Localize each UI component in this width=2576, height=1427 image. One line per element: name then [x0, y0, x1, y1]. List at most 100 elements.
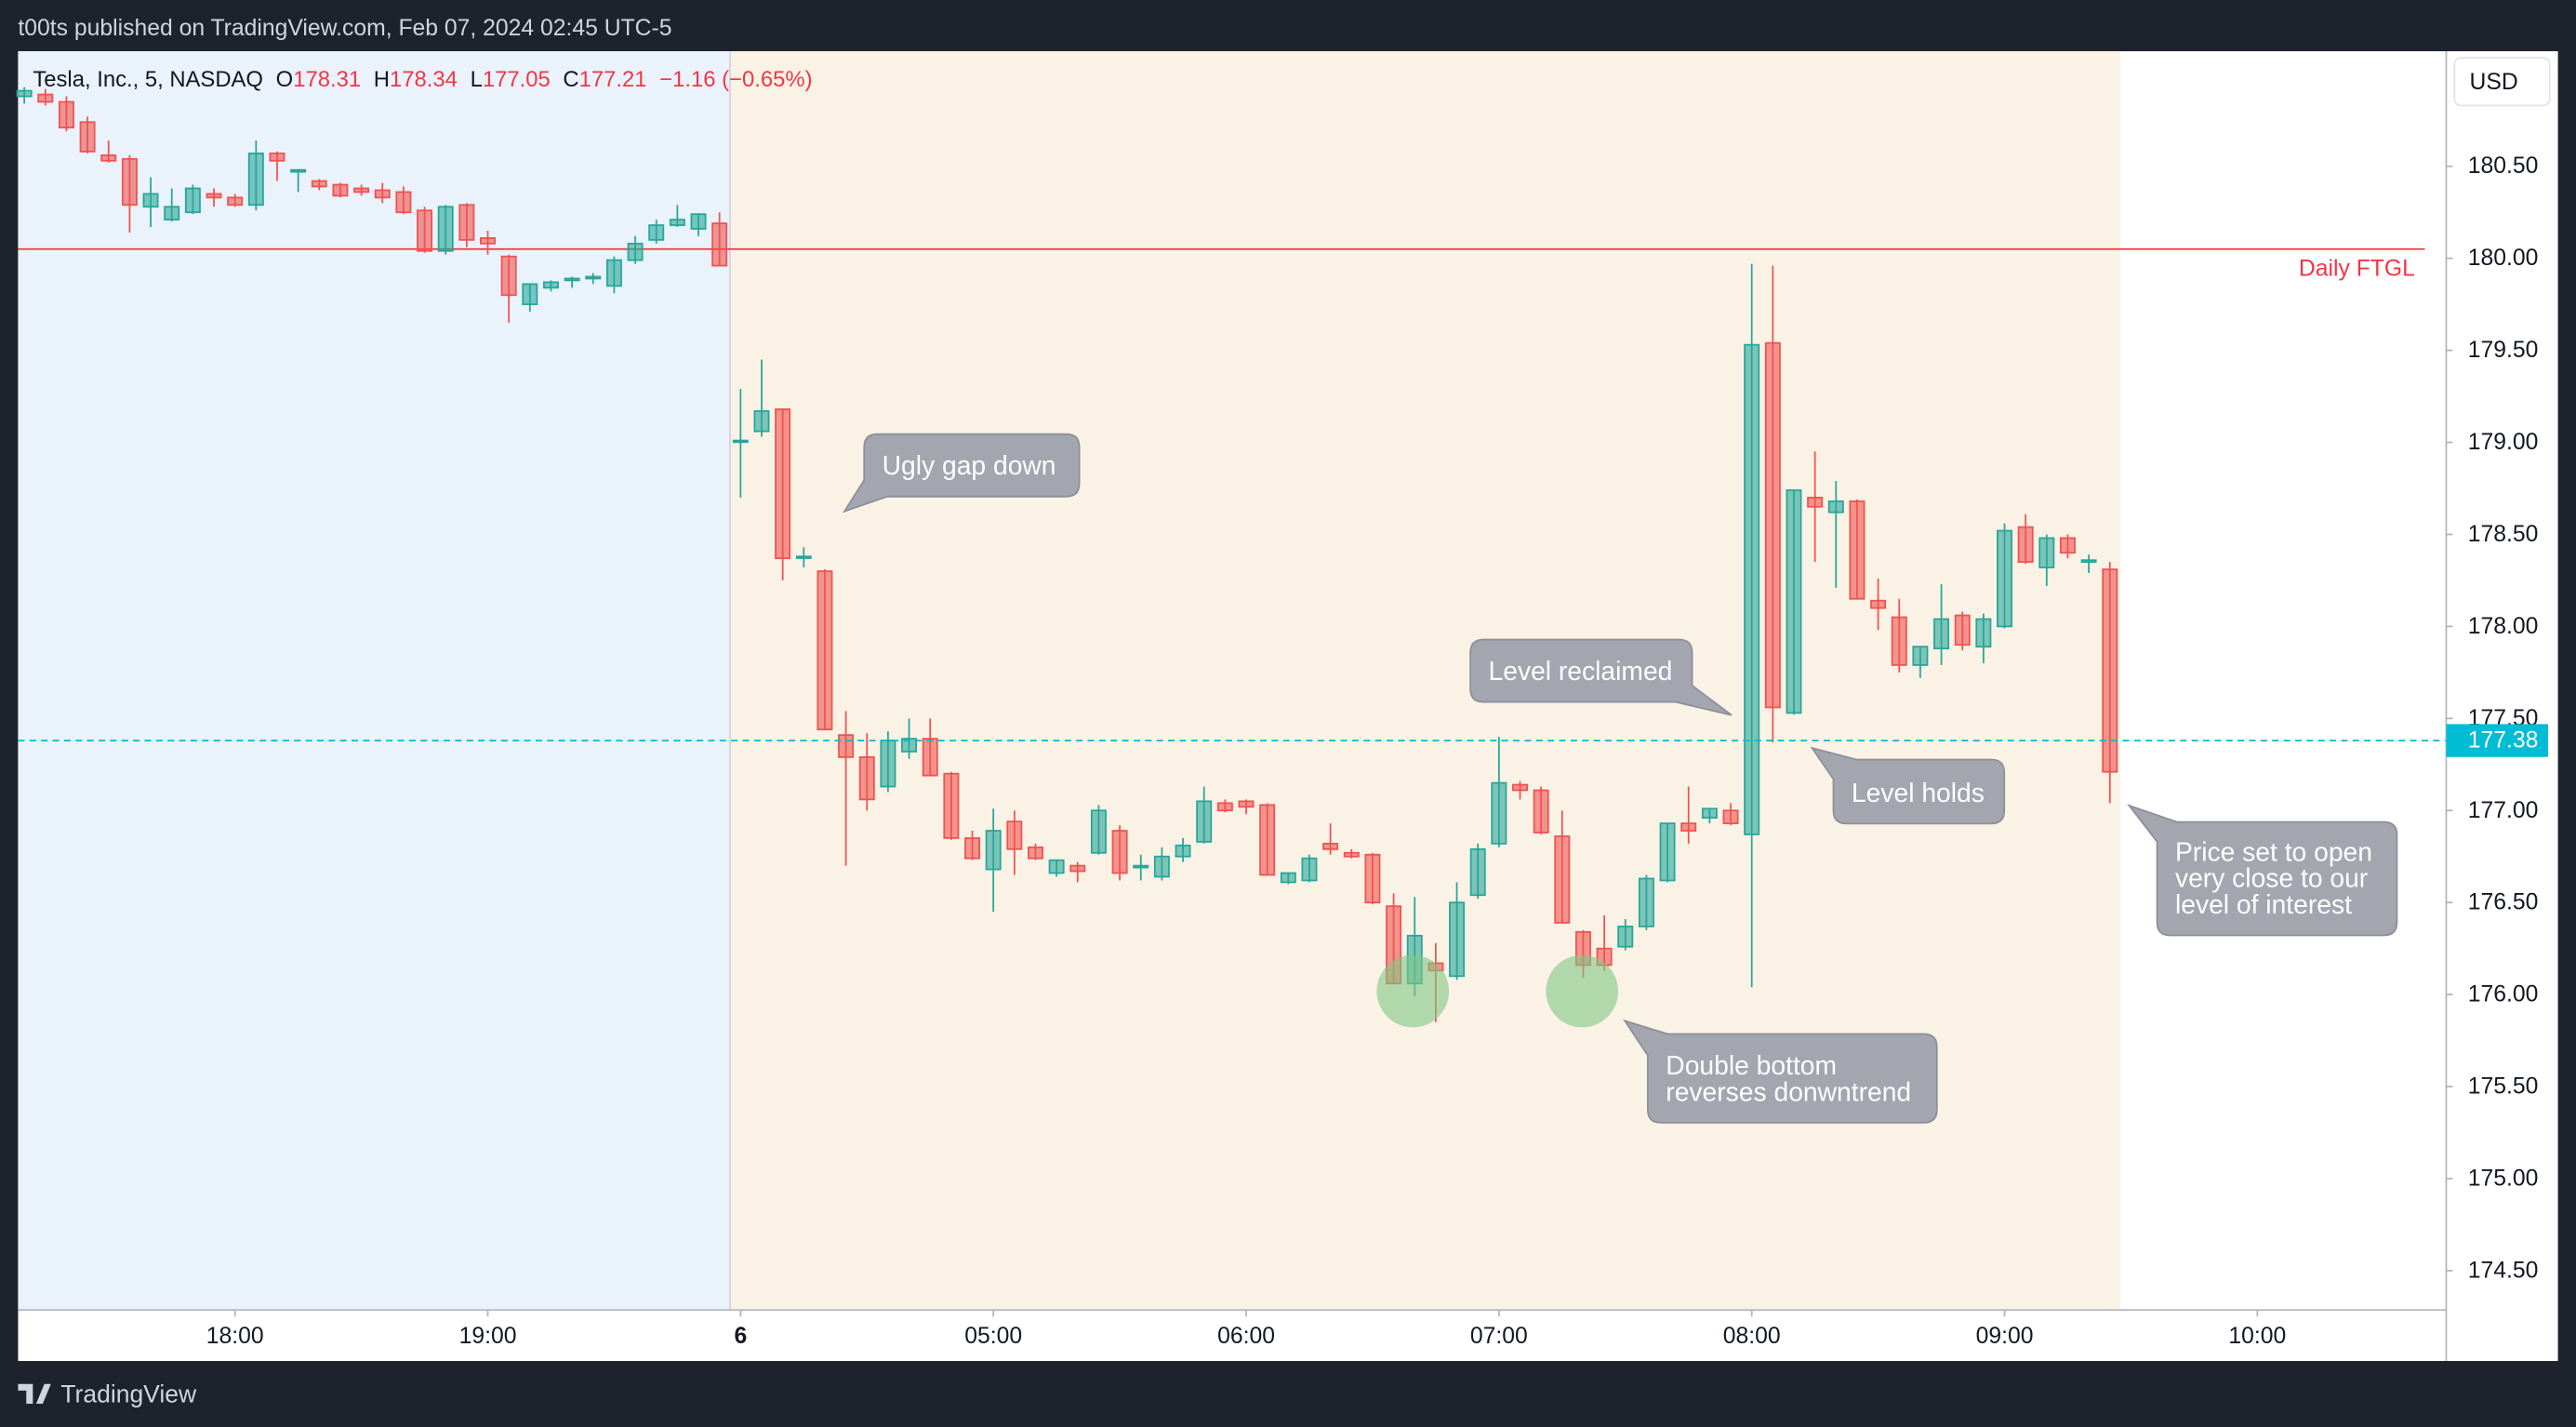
callout-text: reverses donwntrend: [1666, 1076, 1911, 1106]
candle-body: [732, 439, 749, 444]
candle-body: [1259, 804, 1276, 876]
candle-body: [901, 738, 918, 753]
candle-body: [247, 152, 264, 207]
x-tick-label: 18:00: [206, 1324, 264, 1349]
x-tick-label: 06:00: [1217, 1324, 1275, 1349]
candle-body: [1638, 877, 1654, 927]
candle-body: [58, 100, 74, 129]
candle-body: [1722, 809, 1739, 824]
x-tick-label: 09:00: [1976, 1324, 2034, 1349]
callout-text: Ugly gap down: [883, 450, 1056, 480]
candle-body: [2102, 568, 2118, 773]
candle-body: [1891, 616, 1907, 666]
legend-change-pct: (−0.65%): [722, 67, 812, 92]
legend-high: 178.34: [390, 67, 458, 92]
y-tick-label: 178.00: [2468, 614, 2539, 639]
callout-text: very close to our: [2175, 863, 2368, 893]
callout-text: Price set to open: [2175, 836, 2372, 866]
candle-body: [1659, 822, 1676, 882]
candle-body: [1069, 864, 1086, 873]
price-tag-label: 177.38: [2468, 728, 2539, 754]
candle-body: [2080, 559, 2097, 564]
candle-body: [1469, 847, 1486, 897]
y-tick-label: 175.50: [2468, 1074, 2539, 1100]
candle-body: [1111, 830, 1128, 874]
candle-body: [227, 196, 244, 207]
legend-h: H: [374, 67, 390, 92]
legend-l: L: [471, 67, 483, 92]
candle-body: [880, 740, 896, 788]
brand: TradingView: [18, 1380, 197, 1407]
candle-body: [480, 237, 496, 245]
currency-label[interactable]: USD: [2470, 70, 2518, 95]
candle-body: [1786, 489, 1802, 714]
x-tick-label: 08:00: [1723, 1324, 1781, 1349]
candle-body: [37, 93, 54, 103]
callout: [1623, 1019, 1938, 1124]
y-tick-label: 174.50: [2468, 1258, 2539, 1283]
legend-close: 177.21: [579, 67, 647, 92]
candle-body: [1954, 614, 1971, 647]
candle-body: [142, 193, 159, 208]
legend-symbol: Tesla, Inc., 5, NASDAQ: [33, 67, 263, 92]
candle-body: [311, 180, 327, 188]
currency-box[interactable]: [2453, 57, 2551, 107]
candle-body: [711, 222, 728, 267]
candle-body: [542, 281, 559, 289]
currency-button[interactable]: USD: [2453, 57, 2551, 107]
callout-text: Double bottom: [1666, 1050, 1837, 1080]
plot: Daily FTGL: [16, 87, 2447, 1022]
brand-name: TradingView: [60, 1380, 197, 1407]
legend-change: −1.16: [659, 67, 715, 92]
candle-body: [164, 206, 180, 220]
candle-body: [627, 242, 644, 261]
callout-text: Level holds: [1852, 778, 1985, 807]
candle-body: [1997, 529, 2012, 628]
candle-body: [1449, 901, 1466, 978]
candle-body: [585, 275, 602, 280]
y-tick-label: 180.50: [2468, 153, 2539, 179]
candle-body: [605, 259, 622, 287]
candle-body: [1238, 800, 1255, 808]
candle-body: [1554, 835, 1571, 924]
candle-body: [1617, 926, 1634, 948]
y-tick-label: 178.50: [2468, 522, 2539, 547]
candle-body: [1680, 822, 1697, 832]
x-tick-label: 10:00: [2228, 1324, 2286, 1349]
candle-body: [206, 193, 222, 199]
candle-body: [1280, 872, 1296, 884]
double-bottom-marker: [1546, 954, 1619, 1028]
candle-body: [838, 734, 855, 758]
candle-body: [1764, 341, 1781, 709]
x-tick-label: 05:00: [964, 1324, 1022, 1349]
callout: [2126, 804, 2398, 937]
candle-body: [1512, 783, 1528, 792]
candle-body: [922, 738, 938, 777]
candle-body: [1048, 859, 1065, 874]
callout: [1469, 638, 1733, 716]
candle-body: [290, 168, 307, 173]
candle-body: [437, 206, 454, 252]
y-tick-label: 180.00: [2468, 246, 2539, 271]
candle-body: [1827, 500, 1844, 513]
publish-header: t00ts published on TradingView.com, Feb …: [18, 16, 671, 41]
candle-body: [2017, 526, 2034, 564]
candle-body: [1175, 844, 1191, 858]
y-tick-label: 179.50: [2468, 338, 2539, 363]
x-tick-label: 6: [734, 1324, 747, 1349]
candle-body: [817, 570, 833, 731]
brand-logo: [18, 1383, 51, 1404]
candle-body: [1028, 846, 1043, 860]
candle-body: [858, 755, 875, 801]
callout-text: Level reclaimed: [1489, 656, 1673, 686]
candle-body: [269, 152, 285, 162]
candle-body: [648, 224, 665, 241]
legend-c: C: [563, 67, 578, 92]
candle-body: [1744, 343, 1760, 835]
price-tag: [2446, 724, 2548, 757]
y-tick-label: 176.50: [2468, 890, 2539, 915]
candle-body: [1343, 851, 1360, 858]
candle-body: [500, 255, 517, 297]
